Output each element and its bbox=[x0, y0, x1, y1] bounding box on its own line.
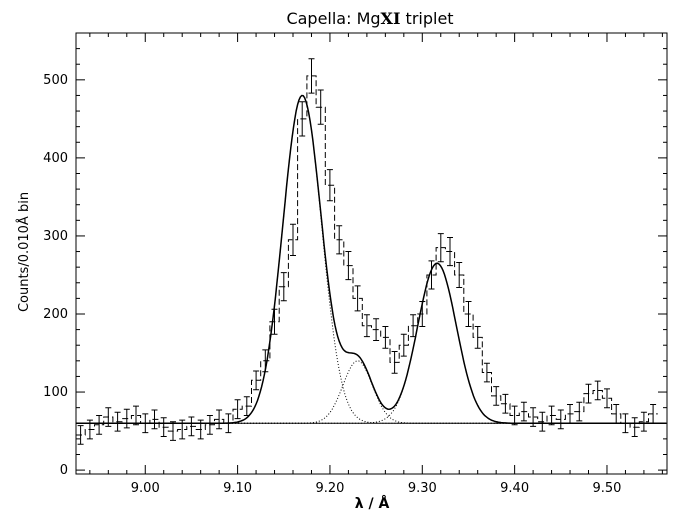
error-bar bbox=[400, 333, 407, 357]
error-bar bbox=[170, 421, 176, 441]
error-bar bbox=[410, 314, 417, 338]
chart-title-prefix: Capella: Mg bbox=[286, 9, 380, 28]
error-bar bbox=[456, 262, 463, 288]
error-bar bbox=[613, 404, 620, 424]
error-bar bbox=[188, 416, 195, 437]
error-bar bbox=[179, 419, 186, 440]
error-bar bbox=[216, 409, 223, 430]
error-bar bbox=[262, 349, 269, 373]
error-bar bbox=[253, 370, 260, 391]
chart-title-ion: XI bbox=[381, 9, 401, 28]
error-bar bbox=[280, 272, 287, 302]
error-bar bbox=[206, 415, 213, 435]
error-bar bbox=[123, 408, 130, 429]
error-bar bbox=[576, 401, 583, 422]
error-bar bbox=[243, 396, 250, 416]
error-bar bbox=[428, 260, 435, 290]
error-bar bbox=[160, 417, 167, 437]
error-bar bbox=[114, 411, 121, 432]
error-bar bbox=[345, 251, 352, 281]
x-tick-label: 9.10 bbox=[223, 481, 252, 496]
error-bar bbox=[465, 301, 472, 327]
error-bar bbox=[631, 417, 638, 437]
error-bar bbox=[520, 401, 527, 422]
error-bar bbox=[86, 419, 93, 440]
error-bar bbox=[308, 58, 315, 94]
error-bar bbox=[299, 101, 306, 137]
error-bar bbox=[363, 314, 370, 338]
error-bar bbox=[290, 223, 296, 256]
error-bar bbox=[530, 407, 537, 427]
y-tick-label: 200 bbox=[43, 307, 68, 322]
error-bar bbox=[585, 383, 592, 404]
error-bar bbox=[483, 362, 490, 383]
y-tick-label: 0 bbox=[60, 463, 68, 478]
error-bar bbox=[317, 89, 324, 125]
y-tick-label: 300 bbox=[43, 229, 68, 244]
error-bar bbox=[142, 413, 149, 434]
error-bar bbox=[354, 285, 361, 312]
observed-histogram bbox=[76, 75, 658, 436]
y-tick-label: 400 bbox=[43, 151, 68, 166]
error-bar bbox=[493, 386, 500, 406]
error-bar bbox=[539, 411, 546, 432]
model-component-curve bbox=[76, 360, 667, 424]
error-bar bbox=[336, 225, 343, 255]
error-bar bbox=[234, 399, 241, 420]
model-component-curve bbox=[76, 262, 667, 424]
error-bar bbox=[622, 413, 629, 434]
x-tick-label: 9.00 bbox=[131, 481, 160, 496]
x-tick-label: 9.40 bbox=[500, 481, 529, 496]
error-bar bbox=[77, 425, 84, 445]
chart-title: Capella: MgXI triplet bbox=[286, 9, 453, 28]
error-bar bbox=[151, 409, 158, 430]
y-axis-label: Counts/0.010Å bin bbox=[16, 192, 32, 312]
error-bar bbox=[391, 351, 398, 374]
x-tick-label: 9.30 bbox=[408, 481, 437, 496]
error-bar bbox=[326, 169, 333, 202]
error-bar bbox=[225, 413, 232, 434]
plot-frame bbox=[75, 32, 668, 475]
error-bar bbox=[96, 415, 103, 435]
error-bar bbox=[373, 318, 380, 341]
error-bar bbox=[548, 405, 555, 426]
x-axis-label: λ / Å bbox=[355, 495, 390, 512]
error-bar bbox=[447, 237, 453, 267]
error-bar bbox=[557, 409, 564, 430]
y-tick-label: 500 bbox=[43, 73, 68, 88]
error-bar bbox=[419, 301, 426, 327]
error-bar bbox=[474, 326, 481, 349]
model-component-curve bbox=[76, 94, 667, 424]
error-bar bbox=[594, 380, 601, 401]
error-bar bbox=[382, 326, 389, 349]
y-tick-label: 100 bbox=[43, 385, 68, 400]
error-bar bbox=[271, 308, 278, 335]
error-bar bbox=[502, 393, 509, 414]
chart-title-suffix: triplet bbox=[400, 9, 453, 28]
error-bar bbox=[567, 404, 573, 424]
error-bar bbox=[650, 404, 657, 424]
error-bar bbox=[197, 419, 204, 440]
total-fit-curve bbox=[76, 94, 667, 425]
error-bar bbox=[604, 388, 610, 409]
error-bar bbox=[133, 405, 139, 426]
x-tick-label: 9.50 bbox=[593, 481, 622, 496]
error-bar bbox=[640, 411, 647, 432]
error-bar bbox=[511, 405, 518, 426]
error-bar bbox=[105, 407, 112, 427]
plot-area: 9.00 9.10 9.20 9.30 9.40 9.50 0 100 200 300 400 500 bbox=[43, 32, 668, 496]
error-bar bbox=[437, 233, 444, 263]
x-tick-label: 9.20 bbox=[315, 481, 344, 496]
